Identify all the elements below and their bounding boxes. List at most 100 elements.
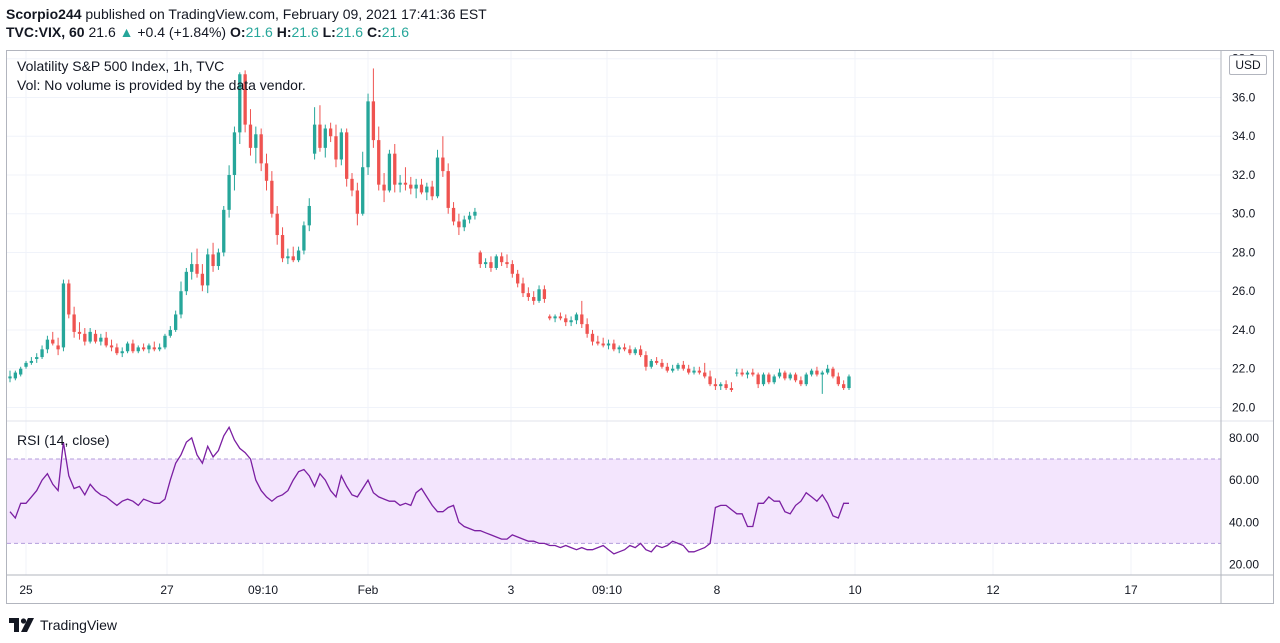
up-arrow-icon: ▲ [119,24,134,40]
time-axis-tick-label: Feb [358,583,379,597]
rsi-line [9,425,849,555]
rsi-axis-tick-label: 20.00 [1229,557,1259,571]
candle-body [430,186,434,197]
candle-body [505,262,509,265]
candle-body [345,132,349,179]
candle-body [751,372,755,375]
last-price: 21.6 [88,24,116,40]
candle-body [168,329,172,336]
candle-body [467,215,472,220]
candle-body [40,349,44,358]
candle-body [478,252,482,265]
candle-body [617,347,621,350]
rsi-axis-tick-label: 40.00 [1229,515,1259,529]
rsi-axis-tick-label: 80.00 [1229,431,1259,445]
time-axis-tick-label: 09:10 [592,583,622,597]
candle-body [414,184,418,189]
candle-body [115,347,119,354]
rsi-band [7,458,1221,544]
candle-body [558,316,563,319]
time-axis-tick-label: 10 [848,583,862,597]
candle-body [494,256,498,268]
candle-body [676,364,680,369]
candle-body [238,74,242,133]
price-axis-tick-label: 24.0 [1232,323,1256,337]
price-axis-tick-label: 34.0 [1232,129,1256,143]
publisher-username[interactable]: Scorpio244 [6,6,82,22]
rsi-legend: RSI (14, close) [17,432,110,448]
time-axis-tick-label: 12 [986,583,1000,597]
candle-body [670,368,675,371]
candle-body [473,211,477,216]
candle-body [371,101,376,141]
candle-body [382,184,386,191]
chart-canvas[interactable]: 20.022.024.026.028.030.032.034.036.038.0… [7,51,1273,603]
candle-body [825,368,830,373]
candle-body [462,219,466,228]
footer-brand[interactable]: TradingView [40,617,118,633]
candle-body [713,384,718,387]
candle-body [275,213,279,236]
candle-body [804,374,808,385]
candle-body [398,182,402,185]
candle-body [296,250,301,261]
rsi-axis-tick-label: 60.00 [1229,473,1259,487]
candle-body [35,357,39,360]
high-value: 21.6 [291,24,319,40]
candle-body [361,167,365,214]
candle-body [419,184,424,193]
time-axis-tick-label: 09:10 [248,583,278,597]
candle-body [131,343,135,352]
candle-body [537,289,541,301]
candle-body [601,343,605,346]
candle-body [318,124,322,148]
close-value: 21.6 [381,24,410,40]
candle-body [232,132,237,175]
candle-body [83,333,87,342]
time-axis-tick-label: 17 [1124,583,1138,597]
open-label: O: [230,24,246,40]
candle-body [628,349,632,354]
candle-body [312,124,317,154]
close-label: C: [366,24,382,40]
candle-body [147,345,151,350]
candle-body [259,134,263,164]
candle-body [403,182,408,185]
candle-body [596,341,600,344]
candle-body [109,345,114,348]
currency-button[interactable]: USD [1229,55,1267,75]
candle-body [393,153,397,185]
time-axis-tick-label: 8 [714,583,721,597]
price-axis-tick-label: 32.0 [1232,168,1256,182]
candle-body [61,283,66,348]
publish-header: Scorpio244 published on TradingView.com,… [6,4,1274,52]
candle-body [45,339,50,350]
candle-body [200,273,205,286]
open-value: 21.6 [245,24,273,40]
candle-body [638,349,643,356]
candle-body [125,343,130,352]
candle-body [729,388,734,391]
chart-container[interactable]: 20.022.024.026.028.030.032.034.036.038.0… [6,50,1274,604]
candle-body [735,372,739,374]
candle-body [227,174,231,210]
candle-body [793,374,798,381]
candle-body [633,349,637,354]
candle-body [809,370,814,375]
candle-body [366,101,370,168]
candle-body [152,347,156,350]
candle-body [777,372,782,377]
candle-body [307,205,311,226]
candle-body [286,256,290,259]
time-axis-tick-label: 27 [160,583,174,597]
time-axis-tick-label: 25 [19,583,33,597]
candle-body [355,190,360,214]
candle-body [451,207,456,222]
candle-body [163,335,167,348]
candle-body [815,370,819,375]
candle-body [425,186,429,193]
candle-body [510,264,514,274]
tradingview-logo-icon[interactable] [8,617,38,633]
candle-body [334,136,338,160]
candle-body [564,318,568,323]
